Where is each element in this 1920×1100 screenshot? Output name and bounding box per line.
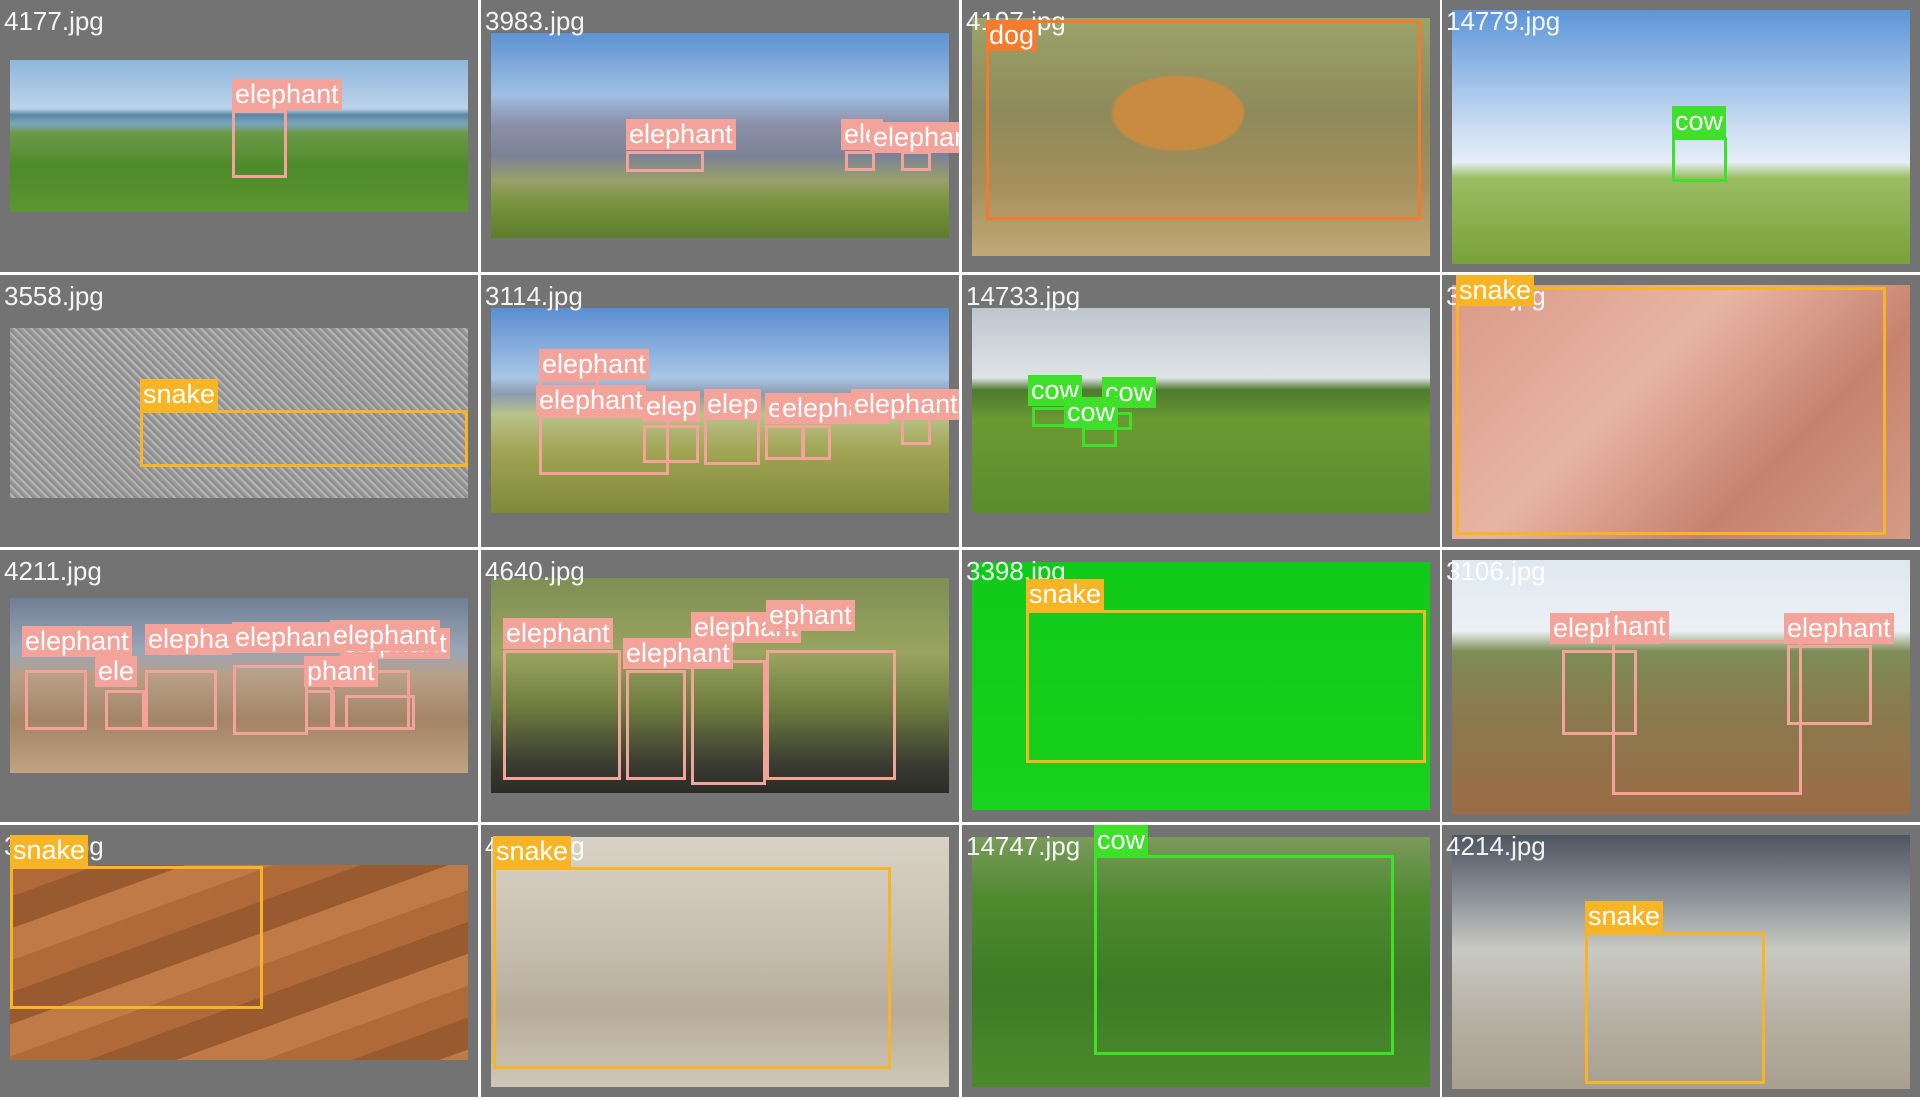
elephant-bounding-box (503, 650, 621, 780)
snake-bounding-box (1456, 287, 1886, 535)
snake-label: snake (493, 836, 572, 867)
snake-bounding-box (493, 867, 891, 1069)
image-filename: 14779.jpg (1446, 6, 1561, 36)
elephant-label: ephant (766, 600, 855, 631)
elephant-bounding-box (901, 151, 931, 171)
snake-label: snake (140, 379, 219, 410)
snake-bounding-box (1026, 610, 1426, 763)
elephant-label: elephant (870, 122, 959, 153)
elephant-bounding-box (626, 670, 686, 780)
prediction-image (10, 865, 468, 1060)
elephant-bounding-box (704, 415, 760, 465)
image-filename: 3558.jpg (4, 281, 104, 311)
elephant-bounding-box (539, 415, 669, 475)
image-filename: 4640.jpg (485, 556, 585, 586)
snake-bounding-box (140, 410, 468, 467)
prediction-cell: 3558.jpg snake (0, 275, 478, 547)
elephant-label: elephant (232, 79, 342, 110)
prediction-cell: 4214.jpg snake (1442, 825, 1920, 1097)
elephant-bounding-box (691, 660, 766, 785)
elephant-label: elephant (503, 618, 613, 649)
elephant-label: hant (1610, 611, 1669, 642)
prediction-cell: 4640.jpg elephant elephant elephant ephant (481, 550, 959, 822)
prediction-cell: 4211.jpg elephant elepha elephant ele phant el… (0, 550, 478, 822)
prediction-image (1452, 835, 1910, 1089)
elephant-label: ele (95, 656, 138, 687)
image-filename: 4214.jpg (1446, 831, 1546, 861)
image-filename: 4177.jpg (4, 6, 104, 36)
elephant-bounding-box (1562, 650, 1637, 735)
dog-bounding-box (986, 20, 1421, 220)
elephant-bounding-box (626, 151, 704, 172)
elephant-label: phant (304, 656, 378, 687)
elephant-bounding-box (1612, 640, 1802, 795)
prediction-image (972, 837, 1430, 1087)
image-filename: 4211.jpg (4, 556, 102, 586)
prediction-cell: 14779.jpg cow (1442, 0, 1920, 272)
prediction-cell: 14733.jpg cow cow cow (962, 275, 1440, 547)
prediction-cell: 3983.jpgelephanteleelephant (481, 0, 959, 272)
elephant-bounding-box (1787, 645, 1872, 725)
snake-label: snake (10, 835, 89, 866)
snake-bounding-box (1585, 932, 1765, 1084)
elephant-label: elepha (145, 624, 233, 655)
elephant-label: elephant (1784, 613, 1894, 644)
elephant-bounding-box (643, 425, 699, 463)
elephant-label: elephant (851, 389, 959, 420)
elephant-bounding-box (232, 110, 287, 178)
snake-bounding-box (10, 866, 263, 1009)
prediction-cell: 4197.jpgdog (962, 0, 1440, 272)
cow-label: cow (1672, 106, 1727, 137)
prediction-cell: 14747.jpg cow (962, 825, 1440, 1097)
elephant-bounding-box (145, 670, 217, 730)
image-filename: 3114.jpg (485, 281, 583, 311)
elephant-label: elephant (623, 638, 733, 669)
prediction-cell: 3114.jpgelephantelephantelepelepelelepha… (481, 275, 959, 547)
cow-bounding-box (1672, 137, 1727, 182)
elephant-label: elephant (536, 385, 646, 416)
elephant-label: elephant (539, 349, 649, 380)
elephant-bounding-box (233, 665, 308, 735)
elephant-bounding-box (765, 425, 805, 460)
prediction-cell: 3398.jpg snake (962, 550, 1440, 822)
elephant-bounding-box (801, 425, 831, 460)
prediction-image (1452, 285, 1910, 539)
snake-label: snake (1026, 579, 1105, 610)
prediction-image (972, 18, 1430, 256)
cow-bounding-box (1082, 427, 1117, 447)
elephant-bounding-box (25, 670, 87, 730)
snake-label: snake (1585, 901, 1664, 932)
elephant-label: elep (704, 389, 762, 420)
image-filename: 3106.jpg (1446, 556, 1546, 586)
prediction-cell: 4177.jpg elephant (0, 0, 478, 272)
snake-label: snake (1456, 275, 1535, 306)
dog-label: dog (986, 20, 1038, 51)
image-filename: 14733.jpg (966, 281, 1081, 311)
elephant-label: elephant (22, 626, 132, 657)
prediction-image (1452, 560, 1910, 814)
elephant-bounding-box (305, 690, 335, 730)
elephant-label: elephant (232, 622, 342, 653)
prediction-image (972, 308, 1430, 513)
cow-bounding-box (1094, 855, 1394, 1055)
image-filename: 3983.jpg (485, 6, 585, 36)
cow-label: cow (1064, 397, 1119, 428)
elephant-bounding-box (766, 650, 896, 780)
image-filename: 14747.jpg (966, 831, 1081, 861)
elephant-bounding-box (105, 690, 145, 730)
cow-label: cow (1102, 377, 1157, 408)
elephant-label: elephant (330, 620, 440, 651)
elephant-label: elep (643, 391, 701, 422)
elephant-bounding-box (845, 151, 875, 171)
prediction-cell: 3106.jpg elephant hant elephant (1442, 550, 1920, 822)
cow-label: cow (1094, 825, 1149, 856)
prediction-image (491, 837, 949, 1087)
elephant-label: elephant (626, 119, 736, 150)
prediction-image (10, 328, 468, 498)
